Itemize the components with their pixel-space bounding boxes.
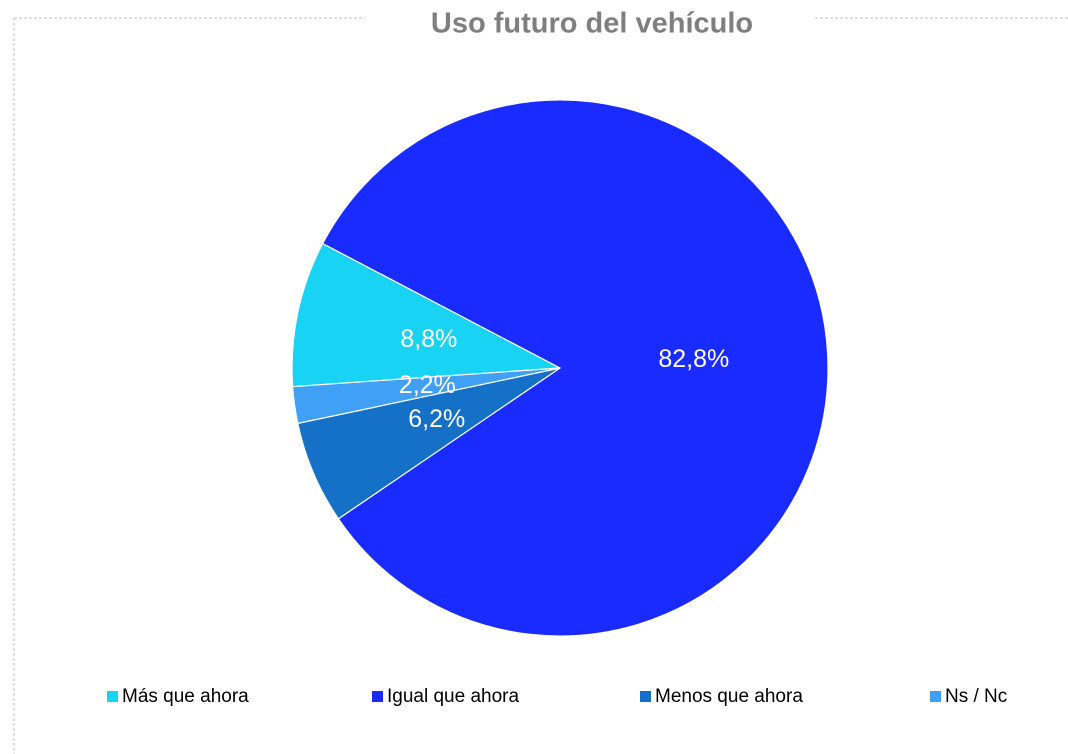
legend-label: Igual que ahora	[387, 686, 519, 707]
chart-title: Uso futuro del vehículo	[431, 8, 753, 40]
pie-slice	[291, 242, 563, 388]
value-label: 82,8%	[658, 345, 729, 373]
legend-swatch	[640, 691, 651, 702]
pie-slice	[292, 367, 561, 425]
legend-swatch	[930, 691, 941, 702]
value-label: 8,8%	[400, 325, 457, 353]
legend-swatch	[372, 691, 383, 702]
legend-label: Más que ahora	[122, 686, 249, 707]
value-label: 2,2%	[399, 371, 456, 399]
pie-slice	[321, 99, 829, 637]
legend-label: Ns / Nc	[945, 686, 1007, 707]
value-label: 6,2%	[408, 405, 465, 433]
legend-label: Menos que ahora	[655, 686, 803, 707]
legend-swatch	[107, 691, 118, 702]
